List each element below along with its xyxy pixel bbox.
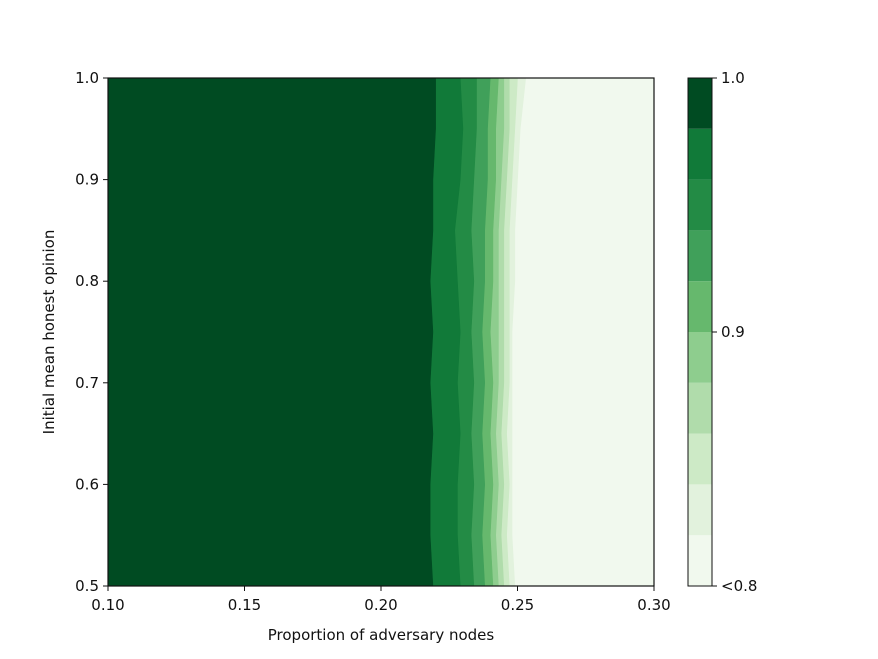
contour-band-9 [107, 77, 436, 587]
x-axis-label: Proportion of adversary nodes [268, 626, 495, 644]
colorbar-segment-7 [688, 179, 712, 231]
x-tick-label: 0.30 [637, 596, 670, 614]
y-tick-label: 0.9 [75, 171, 99, 189]
axes: 0.10 0.15 0.20 0.25 0.30 0.5 0.6 0.7 0.8 0.9 1.0 [75, 69, 671, 614]
x-tick-label: 0.25 [501, 596, 534, 614]
colorbar-segment-3 [688, 382, 712, 434]
colorbar-segment-4 [688, 332, 712, 383]
plot-area [107, 77, 654, 587]
colorbar-tick-label: <0.8 [721, 577, 757, 595]
y-tick-label: 0.6 [75, 475, 99, 493]
x-tick-label: 0.15 [228, 596, 261, 614]
y-tick-label: 0.7 [75, 374, 99, 392]
colorbar-tick-label: 1.0 [721, 69, 745, 87]
colorbar-segment-5 [688, 281, 712, 332]
colorbar-segment-6 [688, 230, 712, 282]
colorbar-segment-0 [688, 535, 712, 586]
colorbar-segment-2 [688, 433, 712, 485]
x-tick-label: 0.10 [91, 596, 124, 614]
y-tick-label: 0.8 [75, 272, 99, 290]
y-tick-label: 1.0 [75, 69, 99, 87]
x-tick-label: 0.20 [364, 596, 397, 614]
colorbar: <0.8 0.9 1.0 [687, 69, 757, 595]
colorbar-segment-9 [688, 78, 712, 129]
colorbar-segment-1 [688, 484, 712, 536]
colorbar-tick-label: 0.9 [721, 323, 745, 341]
y-tick-label: 0.5 [75, 577, 99, 595]
y-axis-label: Initial mean honest opinion [40, 230, 58, 435]
colorbar-segment-8 [688, 128, 712, 180]
